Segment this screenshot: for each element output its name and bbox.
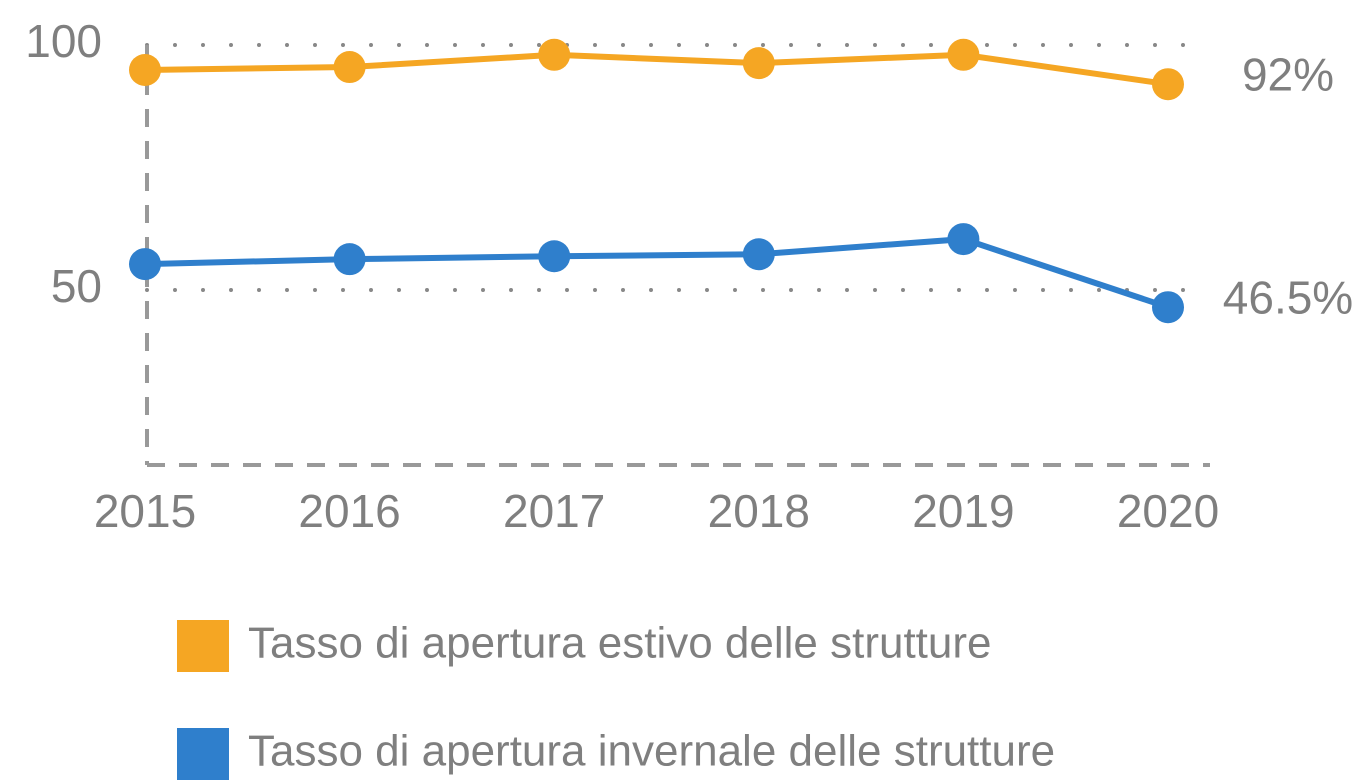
x-tick-label: 2015 (94, 485, 196, 537)
legend-swatch (177, 620, 229, 672)
data-point (538, 38, 571, 71)
legend-swatch (177, 728, 229, 780)
data-point (947, 223, 980, 256)
data-point (129, 53, 161, 86)
data-label: 92% (1242, 48, 1334, 100)
x-tick-label: 2016 (298, 485, 400, 537)
data-point (129, 248, 161, 281)
x-tick-label: 2017 (503, 485, 605, 537)
data-point (742, 238, 775, 271)
data-point (333, 51, 366, 84)
data-point (538, 240, 571, 273)
x-tick-label: 2020 (1117, 485, 1219, 537)
y-tick-label: 50 (51, 260, 102, 312)
data-point (1152, 291, 1184, 324)
data-point (742, 47, 775, 80)
series-line (144, 51, 1169, 88)
data-point (333, 243, 366, 276)
data-label: 46.5% (1223, 271, 1353, 323)
legend-label: Tasso di apertura invernale delle strutt… (248, 727, 1055, 776)
data-point (947, 38, 980, 71)
x-tick-label: 2019 (912, 485, 1014, 537)
x-tick-label: 2018 (708, 485, 810, 537)
series-line (144, 236, 1169, 311)
legend-label: Tasso di apertura estivo delle strutture (248, 619, 992, 668)
data-point (1152, 68, 1184, 101)
y-tick-label: 100 (25, 15, 102, 67)
